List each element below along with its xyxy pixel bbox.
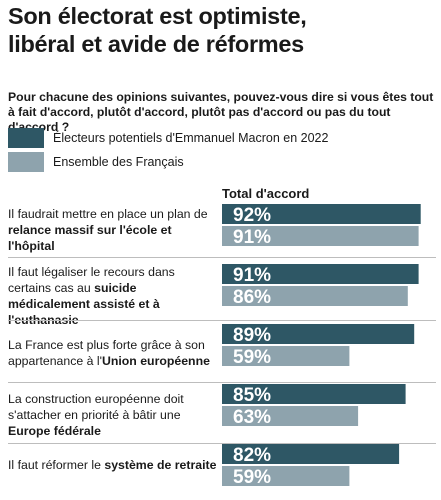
bar-macron-voters [222,204,421,224]
value-label-all-french: 59% [233,347,271,368]
bar-all-french [222,226,419,246]
value-label-all-french: 86% [233,287,271,308]
category-label: Il faut réformer le système de retraite [8,457,218,473]
bar-macron-voters [222,264,419,284]
value-label-macron-voters: 89% [233,325,271,346]
category-label-emphasis: système de retraite [104,458,217,472]
value-label-macron-voters: 92% [233,205,271,226]
category-label: Il faudrait mettre en place un plan de r… [8,206,218,254]
value-label-all-french: 59% [233,467,271,488]
chart-title-line-1: Son électorat est optimiste, [8,3,307,29]
bar-all-french [222,286,408,306]
category-label-text: La construction européenne doit s'attach… [8,392,184,422]
bar-all-french [222,466,350,486]
value-label-macron-voters: 85% [233,385,271,406]
category-label-emphasis: relance massif sur l'école et l'hôpital [8,223,172,253]
legend-label-macron-voters: Électeurs potentiels d'Emmanuel Macron e… [53,131,329,145]
value-label-macron-voters: 91% [233,265,271,286]
category-label-emphasis: Europe fédérale [8,424,101,438]
row-divider [8,382,436,383]
category-label: La France est plus forte grâce à son app… [8,337,218,369]
bar-macron-voters [222,324,415,344]
row-divider [8,443,436,444]
category-label: La construction européenne doit s'attach… [8,391,218,439]
category-label-text: Il faut légaliser le recours dans certai… [8,265,175,295]
row-divider [8,320,436,321]
chart-title-line-2: libéral et avide de réformes [8,31,304,57]
category-label-text: Il faut réformer le [8,458,105,472]
legend-swatch-macron-voters [8,128,44,148]
bar-all-french [222,406,359,426]
bar-all-french [222,346,350,366]
category-label-emphasis: Union européenne [101,354,210,368]
value-label-all-french: 91% [233,227,271,248]
chart-title: Son électorat est optimiste, libéral et … [8,2,436,58]
bar-macron-voters [222,384,406,404]
value-label-macron-voters: 82% [233,445,271,466]
category-label-text: La France est plus forte grâce à son app… [8,338,205,368]
row-divider [8,257,436,258]
category-label-text: Il faudrait mettre en place un plan de [8,207,208,221]
total-agreement-header: Total d'accord [222,186,310,201]
bar-macron-voters [222,444,400,464]
value-label-all-french: 63% [233,407,271,428]
legend-label-all-french: Ensemble des Français [53,155,184,169]
legend-swatch-all-french [8,152,44,172]
survey-question: Pour chacune des opinions suivantes, pou… [8,90,434,134]
category-label: Il faut légaliser le recours dans certai… [8,264,218,328]
